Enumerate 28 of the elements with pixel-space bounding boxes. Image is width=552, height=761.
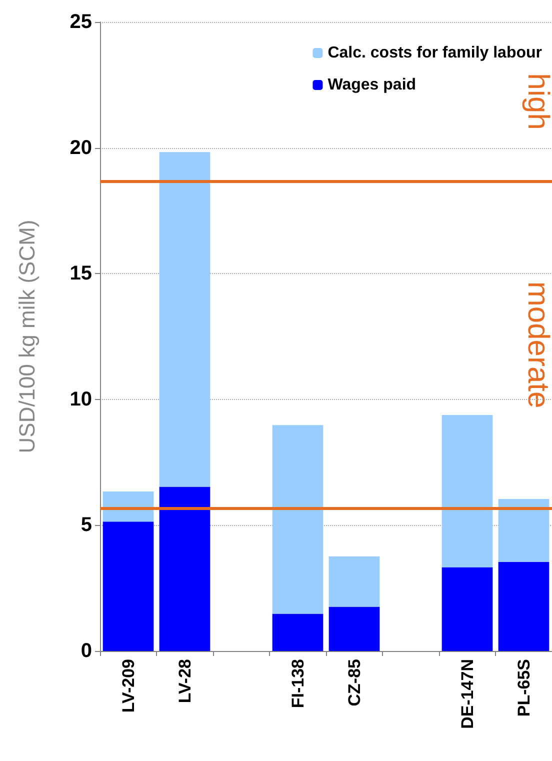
legend-label: Calc. costs for family labour: [328, 44, 542, 62]
bar: [328, 556, 380, 607]
bar: [272, 425, 324, 614]
bar: [498, 562, 550, 651]
y-axis-title: USD/100 kg milk (SCM): [14, 220, 40, 454]
x-tick-label: DE-147N: [458, 659, 477, 729]
bar: [159, 152, 210, 487]
y-tick-label: 20: [70, 136, 92, 159]
x-tick-label: FI-138: [288, 659, 308, 708]
x-tick-label: CZ-85: [344, 659, 364, 706]
bar: [328, 606, 380, 651]
y-tick-label: 15: [70, 262, 92, 285]
x-tick-label: PL-65S: [514, 659, 534, 717]
bar: [442, 567, 493, 651]
bar: [102, 522, 154, 651]
x-tick-label: LV-209: [118, 659, 138, 713]
annotation: moderate: [522, 281, 552, 408]
y-tick-label: 10: [70, 388, 92, 410]
y-tick-label: 25: [70, 11, 92, 33]
y-tick-label: 0: [80, 640, 92, 662]
y-tick-label: 5: [80, 514, 92, 536]
annotation: high: [522, 73, 552, 130]
bar: [159, 486, 210, 651]
bar: [272, 614, 324, 651]
bar: [498, 499, 550, 562]
x-tick-label: LV-28: [175, 659, 194, 704]
legend-label: Wages paid: [328, 76, 416, 94]
bar: [442, 415, 493, 568]
